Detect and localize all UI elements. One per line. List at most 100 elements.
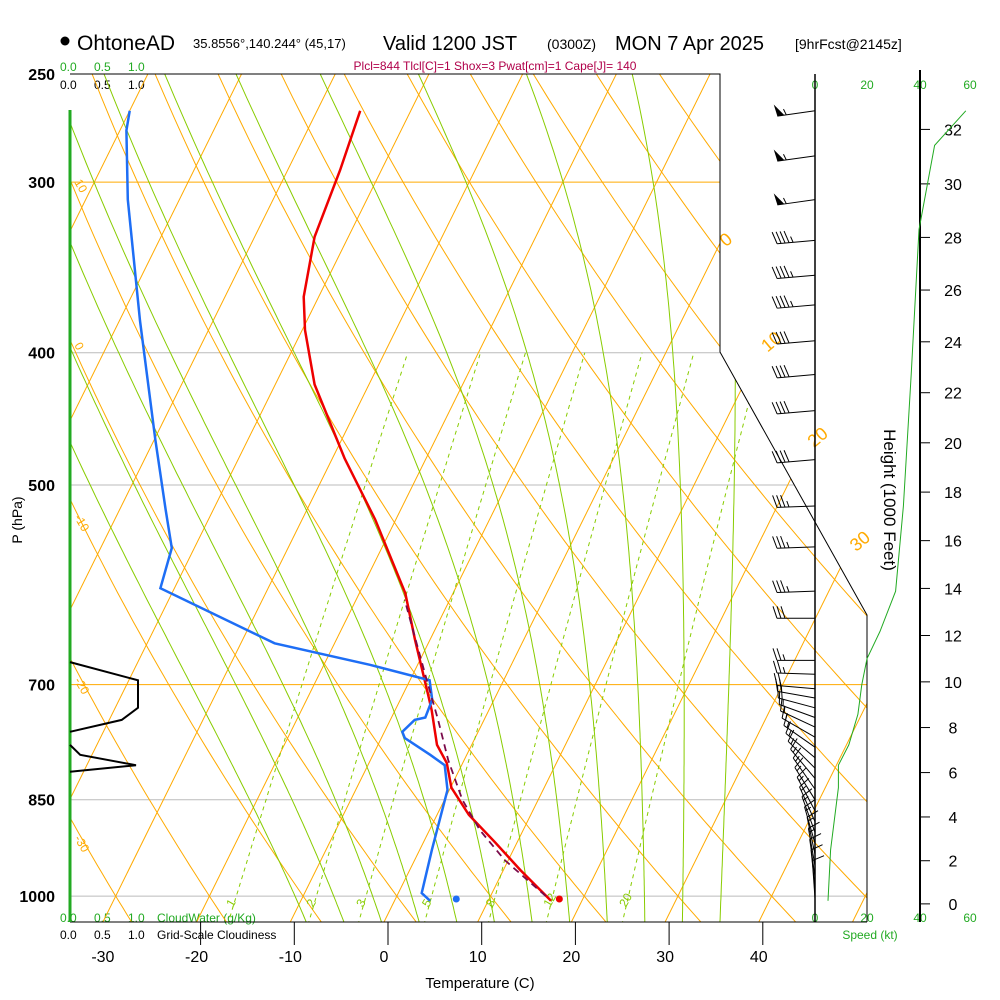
dry-adiabat-label: -10 [71,512,92,534]
wind-barb [773,193,816,206]
height-tick-label: 16 [944,534,962,551]
barb-half-feather [805,806,812,812]
wind-barb [771,230,816,245]
moist-adiabat-line [70,74,421,922]
isotherm-line [70,74,348,922]
barb-staff [783,725,816,748]
barb-feather [771,366,778,379]
speed-tick-bottom: 60 [963,911,977,925]
wind-barb [777,685,816,709]
barb-half-feather [790,300,794,307]
barb-feather [775,365,782,378]
x-tick-label: -30 [91,949,114,966]
barb-feather [783,450,790,463]
wind-barb [773,149,816,162]
barb-feather [775,266,782,279]
dry-adiabat-line [393,74,867,922]
cloudwater-tick-top: 0.5 [94,60,111,74]
barb-staff [777,410,816,415]
barb-feather [794,757,804,768]
isotherm-label: 0 [716,229,737,251]
barb-staff [792,757,816,790]
height-tick-label: 18 [944,485,962,502]
barb-feather [792,747,802,759]
height-axis-label: Height (1000 Feet) [880,429,899,571]
moist-adiabat-line [70,74,346,922]
barb-feather [804,799,816,808]
barb-feather [772,648,778,661]
dry-adiabat-line [70,74,419,922]
cloudwater-tick-top: 0.0 [60,60,77,74]
moist-adiabat-line [94,74,458,922]
height-tick-label: 6 [949,766,958,783]
isotherm-line [663,74,867,922]
height-tick-label: 26 [944,283,962,300]
wind-barb [811,855,825,899]
barb-staff [777,239,816,245]
barb-feather [810,844,823,851]
barb-staff [777,199,816,206]
barb-staff [806,817,816,855]
speed-tick-top: 20 [860,78,874,92]
dry-adiabat-line [70,74,324,922]
barb-feather [777,685,779,699]
barb-feather [771,451,778,464]
barb-feather [780,698,783,712]
barb-feather [771,231,778,244]
barb-half-feather [786,721,790,728]
barb-half-feather [782,667,786,674]
barb-staff [801,796,816,833]
barb-feather [779,401,786,414]
barb-staff [777,155,816,162]
barb-staff [777,672,816,675]
barb-half-feather [782,654,786,661]
barb-half-feather [788,729,792,737]
isotherm-line [475,74,867,922]
mixing-ratio-line [307,352,481,922]
cloudiness-label: Grid-Scale Cloudiness [157,928,276,942]
isotherm-line [70,74,254,922]
barb-feather [775,678,779,692]
y-axis-label: P (hPa) [9,496,25,543]
barb-feather [787,729,795,742]
mixing-ratio-label: 20 [616,890,635,909]
barb-feather [771,266,778,279]
barb-feather [790,738,798,750]
moist-adiabat-line [308,74,571,922]
wind-barb [772,648,815,661]
barb-pennant [773,193,785,205]
wind-barb [794,757,816,800]
wind-barb [771,331,816,345]
height-tick-label: 20 [944,436,962,453]
dry-adiabat-line [455,74,867,922]
x-tick-label: 20 [563,949,581,966]
barb-half-feather [798,775,804,782]
wind-barb [771,295,816,309]
barb-staff [777,374,816,379]
wind-barb [772,535,816,549]
barb-half-feather [790,738,795,745]
cloudiness-tick-bottom: 1.0 [128,928,145,942]
barb-feather [783,295,790,308]
height-tick-label: 4 [949,810,958,827]
moist-adiabat-line [224,74,533,922]
dry-adiabat-line [518,74,867,922]
cloudwater-tick-bottom: 1.0 [128,911,145,925]
barb-feather [809,833,822,840]
barb-half-feather [790,236,794,243]
speed-tick-top: 60 [963,78,977,92]
barb-half-feather [783,108,787,116]
barb-staff [780,710,816,728]
barb-feather [772,536,778,549]
barb-feather [779,365,786,378]
dry-adiabat-line [331,74,867,922]
barb-staff [778,697,816,709]
isotherm-line [70,74,161,922]
barb-feather [783,265,790,278]
x-tick-label: -10 [279,949,302,966]
barb-feather [779,331,786,344]
barb-feather [775,331,782,344]
barb-feather [783,331,790,344]
barb-half-feather [803,796,809,801]
height-tick-label: 2 [949,854,958,871]
